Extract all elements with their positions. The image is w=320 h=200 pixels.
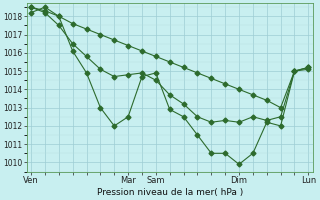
- X-axis label: Pression niveau de la mer( hPa ): Pression niveau de la mer( hPa ): [97, 188, 243, 197]
